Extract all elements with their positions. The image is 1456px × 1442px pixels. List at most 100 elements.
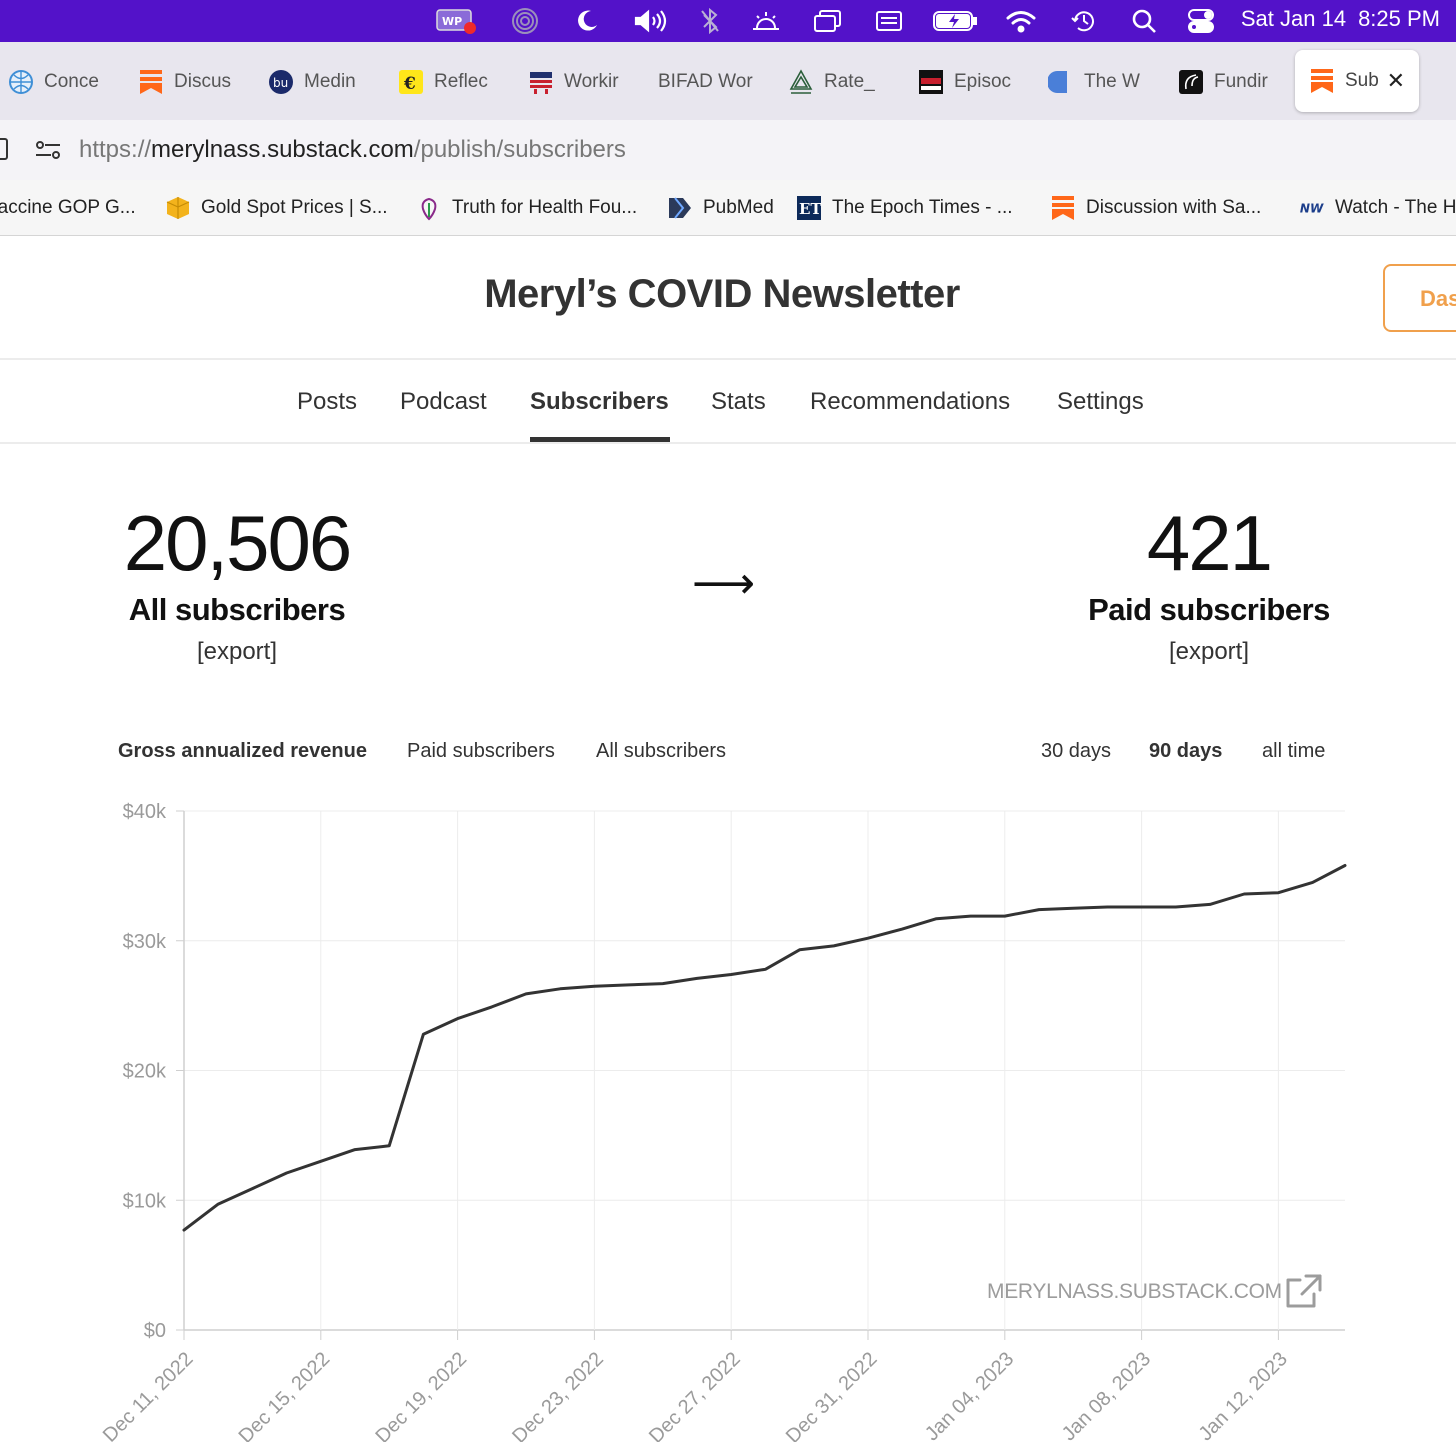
- metric-paid-subscribers[interactable]: Paid subscribers: [407, 740, 555, 762]
- browser-tab[interactable]: Fundir: [1178, 62, 1288, 102]
- y-tick-label: $30k: [123, 931, 167, 953]
- svg-text:€: €: [403, 74, 416, 94]
- tab-label: The W: [1084, 71, 1140, 92]
- export-all-link[interactable]: [export]: [196, 638, 278, 665]
- bookmark-label: Discussion with Sa...: [1086, 197, 1262, 218]
- medin-icon: bu: [268, 69, 294, 95]
- y-tick-label: $10k: [123, 1190, 167, 1212]
- x-tick-label: Dec 19, 2022: [371, 1348, 471, 1442]
- podcast-icon[interactable]: [510, 8, 540, 34]
- window-icon[interactable]: [812, 9, 844, 33]
- bookmark-item[interactable]: ET The Epoch Times - ...: [796, 194, 1013, 222]
- tab-subscribers[interactable]: Subscribers: [530, 388, 669, 415]
- time-machine-icon[interactable]: [1070, 9, 1098, 33]
- tab-label: Rate_: [824, 71, 875, 92]
- corbett-report-icon: [918, 69, 944, 95]
- metric-gross-revenue[interactable]: Gross annualized revenue: [118, 740, 367, 762]
- dashboard-button[interactable]: Das: [1383, 264, 1456, 332]
- tab-posts[interactable]: Posts: [297, 388, 358, 415]
- bookmark-label: Gold Spot Prices | S...: [201, 197, 388, 218]
- tab-strip: Conce Discus bu Medin € Reflec Workir BI…: [0, 42, 1456, 120]
- arrow-right-icon: ⟶: [692, 559, 756, 608]
- tab-label: Discus: [174, 71, 232, 92]
- wp-icon[interactable]: WP: [436, 9, 476, 34]
- tab-label: Reflec: [434, 71, 488, 92]
- x-tick-label: Dec 23, 2022: [508, 1348, 608, 1442]
- metric-all-subscribers[interactable]: All subscribers: [596, 740, 727, 762]
- range-all-time[interactable]: all time: [1262, 740, 1326, 762]
- bookmark-item[interactable]: Discussion with Sa...: [1050, 194, 1261, 222]
- paid-subscribers-label: Paid subscribers: [1088, 592, 1330, 627]
- search-icon[interactable]: [1130, 9, 1158, 33]
- tab-settings[interactable]: Settings: [1057, 388, 1144, 415]
- bookmark-item[interactable]: PubMed: [667, 194, 774, 222]
- external-link-icon[interactable]: [1286, 1274, 1322, 1310]
- bluetooth-icon[interactable]: [698, 8, 722, 34]
- brightness-icon[interactable]: [750, 9, 782, 33]
- y-tick-label: $0: [144, 1320, 166, 1342]
- battery-icon[interactable]: [932, 9, 978, 33]
- close-icon[interactable]: ✕: [1386, 68, 1405, 93]
- lock-icon[interactable]: [0, 138, 8, 160]
- substack-icon: [138, 69, 164, 95]
- range-30-days[interactable]: 30 days: [1041, 740, 1112, 762]
- bookmark-label: 'accine GOP G...: [0, 197, 136, 218]
- bookmark-item[interactable]: 'accine GOP G...: [0, 194, 136, 222]
- x-tick-label: Dec 11, 2022: [99, 1348, 198, 1442]
- y-tick-label: $40k: [123, 801, 167, 823]
- publication-title[interactable]: Meryl’s COVID Newsletter: [484, 272, 960, 316]
- browser-tab[interactable]: Workir: [528, 62, 638, 102]
- browser-tab[interactable]: € Reflec: [398, 62, 508, 102]
- svg-text:WP: WP: [442, 15, 462, 28]
- bookmark-label: The Epoch Times - ...: [832, 197, 1013, 218]
- browser-tab[interactable]: BIFAD Wor: [658, 62, 768, 102]
- browser-tab[interactable]: bu Medin: [268, 62, 378, 102]
- volume-icon[interactable]: [632, 9, 668, 33]
- revenue-chart[interactable]: $0 $10k $20k $30k $40k Dec 11, 2022 Dec 15, 20…: [0, 790, 1456, 1442]
- epoch-times-icon: ET: [796, 195, 822, 221]
- tree-icon: [788, 69, 814, 95]
- header-divider: [0, 358, 1456, 360]
- tab-label: Sub: [1345, 70, 1379, 91]
- menu-clock[interactable]: Sat Jan 14 8:25 PM: [1241, 6, 1440, 32]
- bookmark-item[interactable]: Gold Spot Prices | S...: [165, 194, 388, 222]
- url-path: /publish/subscribers: [413, 136, 626, 163]
- export-paid-link[interactable]: [export]: [1168, 638, 1250, 665]
- bookmark-item[interactable]: NW Watch - The H: [1299, 194, 1456, 222]
- watch-icon: NW: [1299, 195, 1325, 221]
- address-bar[interactable]: https://merylnass.substack.com/publish/s…: [0, 120, 1456, 180]
- control-center-icon[interactable]: [1186, 9, 1216, 33]
- menu-time: 8:25 PM: [1358, 6, 1440, 31]
- tab-podcast[interactable]: Podcast: [400, 388, 487, 415]
- browser-tab[interactable]: Discus: [138, 62, 248, 102]
- keyboard-icon[interactable]: [874, 9, 904, 33]
- browser-tab[interactable]: Conce: [8, 62, 118, 102]
- tab-label: BIFAD Wor: [658, 71, 753, 92]
- site-settings-icon[interactable]: [35, 140, 61, 160]
- browser-tab[interactable]: Episoc: [918, 62, 1028, 102]
- wifi-icon[interactable]: [1004, 9, 1038, 33]
- y-tick-label: $20k: [123, 1061, 167, 1083]
- x-tick-label: Dec 31, 2022: [782, 1348, 882, 1442]
- moon-icon[interactable]: [572, 9, 602, 33]
- tab-label: Fundir: [1214, 71, 1268, 92]
- svg-text:NW: NW: [1300, 202, 1324, 216]
- substack-watermark[interactable]: MERYLNASS.SUBSTACK.COM: [987, 1280, 1282, 1303]
- flag-icon: [528, 69, 554, 95]
- browser-tab-active[interactable]: Sub ✕: [1295, 50, 1419, 112]
- tab-stats[interactable]: Stats: [711, 388, 766, 415]
- all-subscribers-label: All subscribers: [128, 592, 346, 627]
- bookmark-label: PubMed: [703, 197, 774, 218]
- nav-divider: [0, 442, 1456, 444]
- x-tick-label: Dec 15, 2022: [235, 1348, 335, 1442]
- tab-recommendations[interactable]: Recommendations: [810, 388, 1011, 415]
- gold-cube-icon: [165, 195, 191, 221]
- bookmark-item[interactable]: Truth for Health Fou...: [416, 194, 637, 222]
- range-90-days[interactable]: 90 days: [1149, 740, 1223, 762]
- all-subscribers-count: 20,506: [123, 499, 353, 587]
- url-text[interactable]: https://merylnass.substack.com/publish/s…: [79, 136, 626, 164]
- menu-bar: WP Sat Jan 14 8:25 PM: [0, 0, 1456, 42]
- browser-tab[interactable]: Rate_: [788, 62, 898, 102]
- substack-icon: [1050, 195, 1076, 221]
- browser-tab[interactable]: The W: [1048, 62, 1158, 102]
